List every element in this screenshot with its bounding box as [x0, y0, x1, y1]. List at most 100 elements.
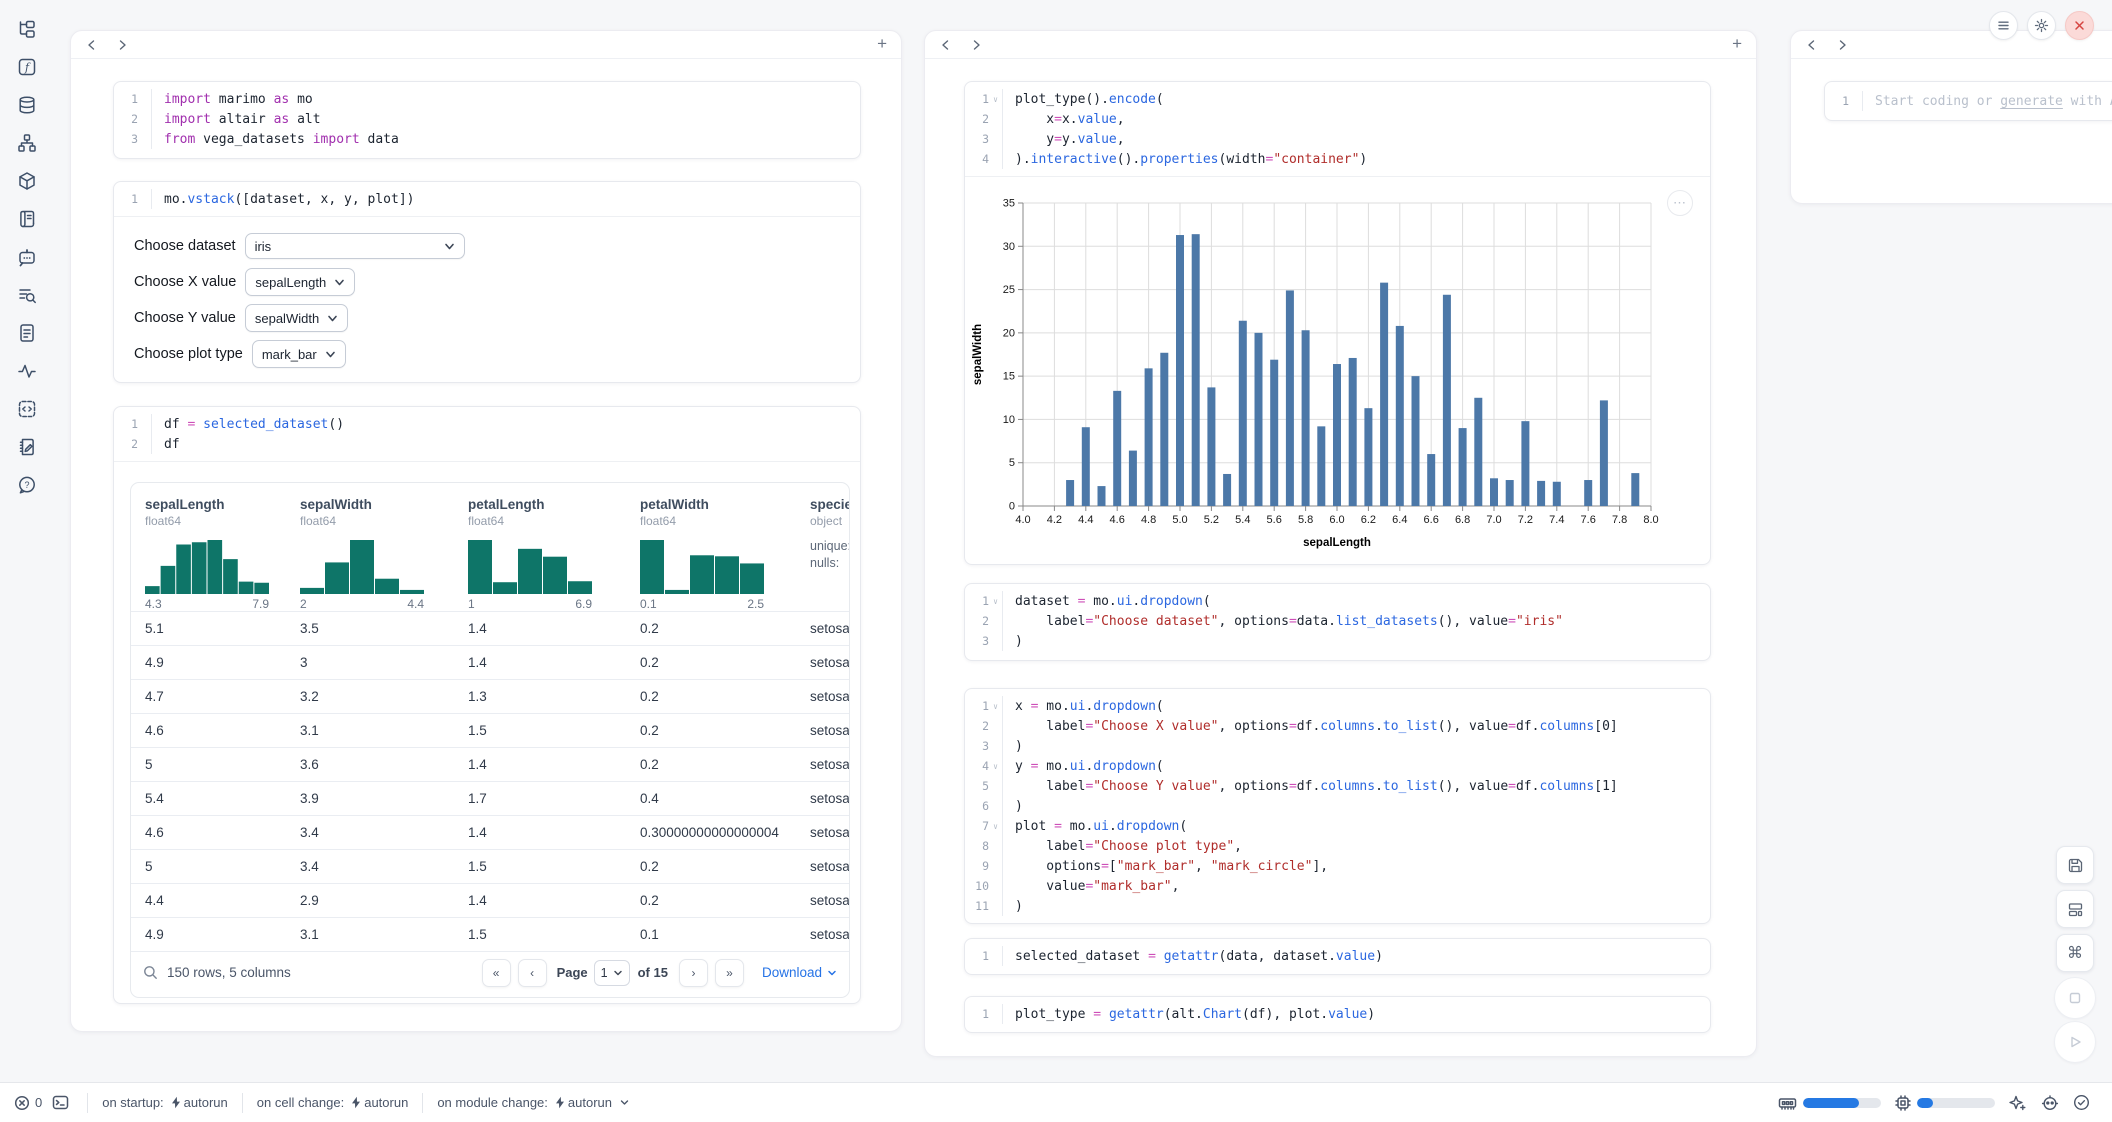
- code-cell-imports[interactable]: 1import marimo as mo2import altair as al…: [113, 81, 861, 159]
- variables-icon[interactable]: f: [16, 56, 38, 78]
- documentation-icon[interactable]: [16, 322, 38, 344]
- table-row[interactable]: 53.41.50.2setosa: [131, 849, 849, 883]
- terminal-button[interactable]: [52, 1095, 69, 1110]
- prev-page-button[interactable]: ‹: [518, 959, 547, 987]
- code-cell-plot[interactable]: 1∨plot_type().encode(2 x=x.value,3 y=y.v…: [964, 81, 1711, 565]
- table-row[interactable]: 4.93.11.50.1setosa: [131, 917, 849, 951]
- code-editor[interactable]: 1∨x = mo.ui.dropdown(2 label="Choose X v…: [965, 689, 1710, 923]
- download-button[interactable]: Download: [762, 965, 837, 980]
- code-cell-vstack[interactable]: 1mo.vstack([dataset, x, y, plot]) Choose…: [113, 181, 861, 383]
- file-tree-icon[interactable]: [16, 18, 38, 40]
- cell-output: Choose datasetirisChoose X valuesepalLen…: [114, 216, 860, 383]
- snippets-icon[interactable]: [16, 398, 38, 420]
- column-header-species[interactable]: speciesobjectunique:nulls:: [796, 497, 850, 611]
- datasources-icon[interactable]: [16, 94, 38, 116]
- stop-kernel-button[interactable]: [2054, 977, 2096, 1019]
- ram-icon: [1778, 1096, 1797, 1110]
- memory-usage[interactable]: [1778, 1096, 1881, 1110]
- tracing-icon[interactable]: [16, 360, 38, 382]
- shutdown-button[interactable]: [2065, 11, 2094, 40]
- chart-menu-button[interactable]: ⋯: [1667, 190, 1693, 216]
- settings-button[interactable]: [2027, 11, 2056, 40]
- code-editor[interactable]: 1selected_dataset = getattr(data, datase…: [965, 939, 1710, 973]
- next-page-button[interactable]: ›: [679, 959, 708, 987]
- add-cell-button[interactable]: +: [877, 34, 887, 54]
- table-row[interactable]: 4.42.91.40.2setosa: [131, 883, 849, 917]
- table-row[interactable]: 4.63.11.50.2setosa: [131, 713, 849, 747]
- svg-text:0: 0: [1009, 501, 1015, 513]
- code-editor[interactable]: 1plot_type = getattr(alt.Chart(df), plot…: [965, 997, 1710, 1031]
- lightning-icon: [171, 1096, 181, 1109]
- on-module-change-config[interactable]: on module change: autorun: [437, 1095, 630, 1110]
- move-column-left-button[interactable]: [935, 34, 957, 56]
- packages-icon[interactable]: [16, 170, 38, 192]
- keyboard-shortcuts-button[interactable]: ⌘: [2056, 934, 2094, 972]
- code-cell-plot-type[interactable]: 1plot_type = getattr(alt.Chart(df), plot…: [964, 996, 1711, 1033]
- code-editor[interactable]: 1∨dataset = mo.ui.dropdown(2 label="Choo…: [965, 584, 1710, 658]
- code-cell-xy-dropdowns[interactable]: 1∨x = mo.ui.dropdown(2 label="Choose X v…: [964, 688, 1711, 924]
- code-line: 3): [965, 631, 1710, 651]
- ai-sparkle-button[interactable]: [2009, 1094, 2027, 1112]
- column-histogram: [300, 538, 424, 594]
- choose-dataset-select[interactable]: iris: [245, 233, 465, 259]
- scratchpad-icon[interactable]: [16, 436, 38, 458]
- error-count-badge[interactable]: 0: [14, 1095, 42, 1111]
- on-cell-change-config[interactable]: on cell change: autorun: [257, 1095, 409, 1110]
- connection-status-button[interactable]: [2073, 1094, 2090, 1111]
- add-cell-button[interactable]: +: [1732, 34, 1742, 54]
- code-editor[interactable]: 1df = selected_dataset()2df: [114, 407, 860, 461]
- choose-y-value-select[interactable]: sepalWidth: [245, 304, 348, 332]
- help-icon[interactable]: ?: [16, 474, 38, 496]
- code-editor[interactable]: 1mo.vstack([dataset, x, y, plot]): [114, 182, 860, 216]
- ai-assistant-button[interactable]: [2041, 1095, 2059, 1111]
- layout-button[interactable]: [2056, 890, 2094, 928]
- altair-bar-chart[interactable]: 4.04.24.44.64.85.05.25.45.65.86.06.26.46…: [965, 177, 1710, 563]
- column-header-sepalWidth[interactable]: sepalWidthfloat6424.4: [286, 497, 454, 611]
- dependency-graph-icon[interactable]: [16, 132, 38, 154]
- svg-text:30: 30: [1003, 241, 1015, 253]
- column-header-sepalLength[interactable]: sepalLengthfloat644.37.9: [131, 497, 286, 611]
- code-editor[interactable]: 1import marimo as mo2import altair as al…: [114, 82, 860, 156]
- last-page-button[interactable]: »: [715, 959, 744, 987]
- svg-text:sepalWidth: sepalWidth: [972, 324, 984, 385]
- save-button[interactable]: [2056, 846, 2094, 884]
- notebook-column-1: + 1import marimo as mo2import altair as …: [70, 30, 902, 1032]
- table-row[interactable]: 5.43.91.70.4setosa: [131, 781, 849, 815]
- ai-chat-icon[interactable]: [16, 246, 38, 268]
- move-column-left-button[interactable]: [1801, 34, 1823, 56]
- column-header-petalWidth[interactable]: petalWidthfloat640.12.5: [626, 497, 796, 611]
- table-row[interactable]: 53.61.40.2setosa: [131, 747, 849, 781]
- move-column-left-button[interactable]: [81, 34, 103, 56]
- notebook-menu-button[interactable]: [1989, 11, 2018, 40]
- logs-icon[interactable]: [16, 208, 38, 230]
- on-startup-config[interactable]: on startup: autorun: [102, 1095, 228, 1110]
- code-line: 10 value="mark_bar",: [965, 876, 1710, 896]
- table-search-icon[interactable]: [143, 965, 158, 980]
- choose-x-value-select[interactable]: sepalLength: [245, 268, 355, 296]
- code-cell-selected-dataset[interactable]: 1selected_dataset = getattr(data, datase…: [964, 938, 1711, 975]
- page-select[interactable]: 1: [594, 960, 630, 986]
- code-cell-dataframe[interactable]: 1df = selected_dataset()2df sepalLengthf…: [113, 406, 861, 1004]
- cpu-usage[interactable]: [1895, 1095, 1995, 1111]
- table-row[interactable]: 5.13.51.40.2setosa: [131, 611, 849, 645]
- move-column-right-button[interactable]: [111, 34, 133, 56]
- move-column-right-button[interactable]: [965, 34, 987, 56]
- generate-with-ai-link[interactable]: generate: [2000, 94, 2063, 109]
- empty-code-cell[interactable]: 1 Start coding or generate with AI.: [1824, 81, 2112, 121]
- choose-plot-type-select[interactable]: mark_bar: [252, 340, 346, 368]
- line-number: 1: [1825, 94, 1849, 108]
- column-header-petalLength[interactable]: petalLengthfloat6416.9: [454, 497, 626, 611]
- run-all-button[interactable]: [2054, 1021, 2096, 1063]
- svg-text:5.2: 5.2: [1204, 514, 1219, 526]
- code-cell-dataset-dropdown[interactable]: 1∨dataset = mo.ui.dropdown(2 label="Choo…: [964, 583, 1711, 661]
- error-count: 0: [35, 1095, 42, 1110]
- first-page-button[interactable]: «: [482, 959, 511, 987]
- editor-placeholder[interactable]: Start coding or generate with AI.: [1875, 94, 2112, 109]
- code-editor[interactable]: 1∨plot_type().encode(2 x=x.value,3 y=y.v…: [965, 82, 1710, 176]
- table-row[interactable]: 4.931.40.2setosa: [131, 645, 849, 679]
- table-row[interactable]: 4.63.41.40.30000000000000004setosa: [131, 815, 849, 849]
- column-3-toolbar: [1791, 31, 2112, 59]
- table-row[interactable]: 4.73.21.30.2setosa: [131, 679, 849, 713]
- move-column-right-button[interactable]: [1831, 34, 1853, 56]
- search-list-icon[interactable]: [16, 284, 38, 306]
